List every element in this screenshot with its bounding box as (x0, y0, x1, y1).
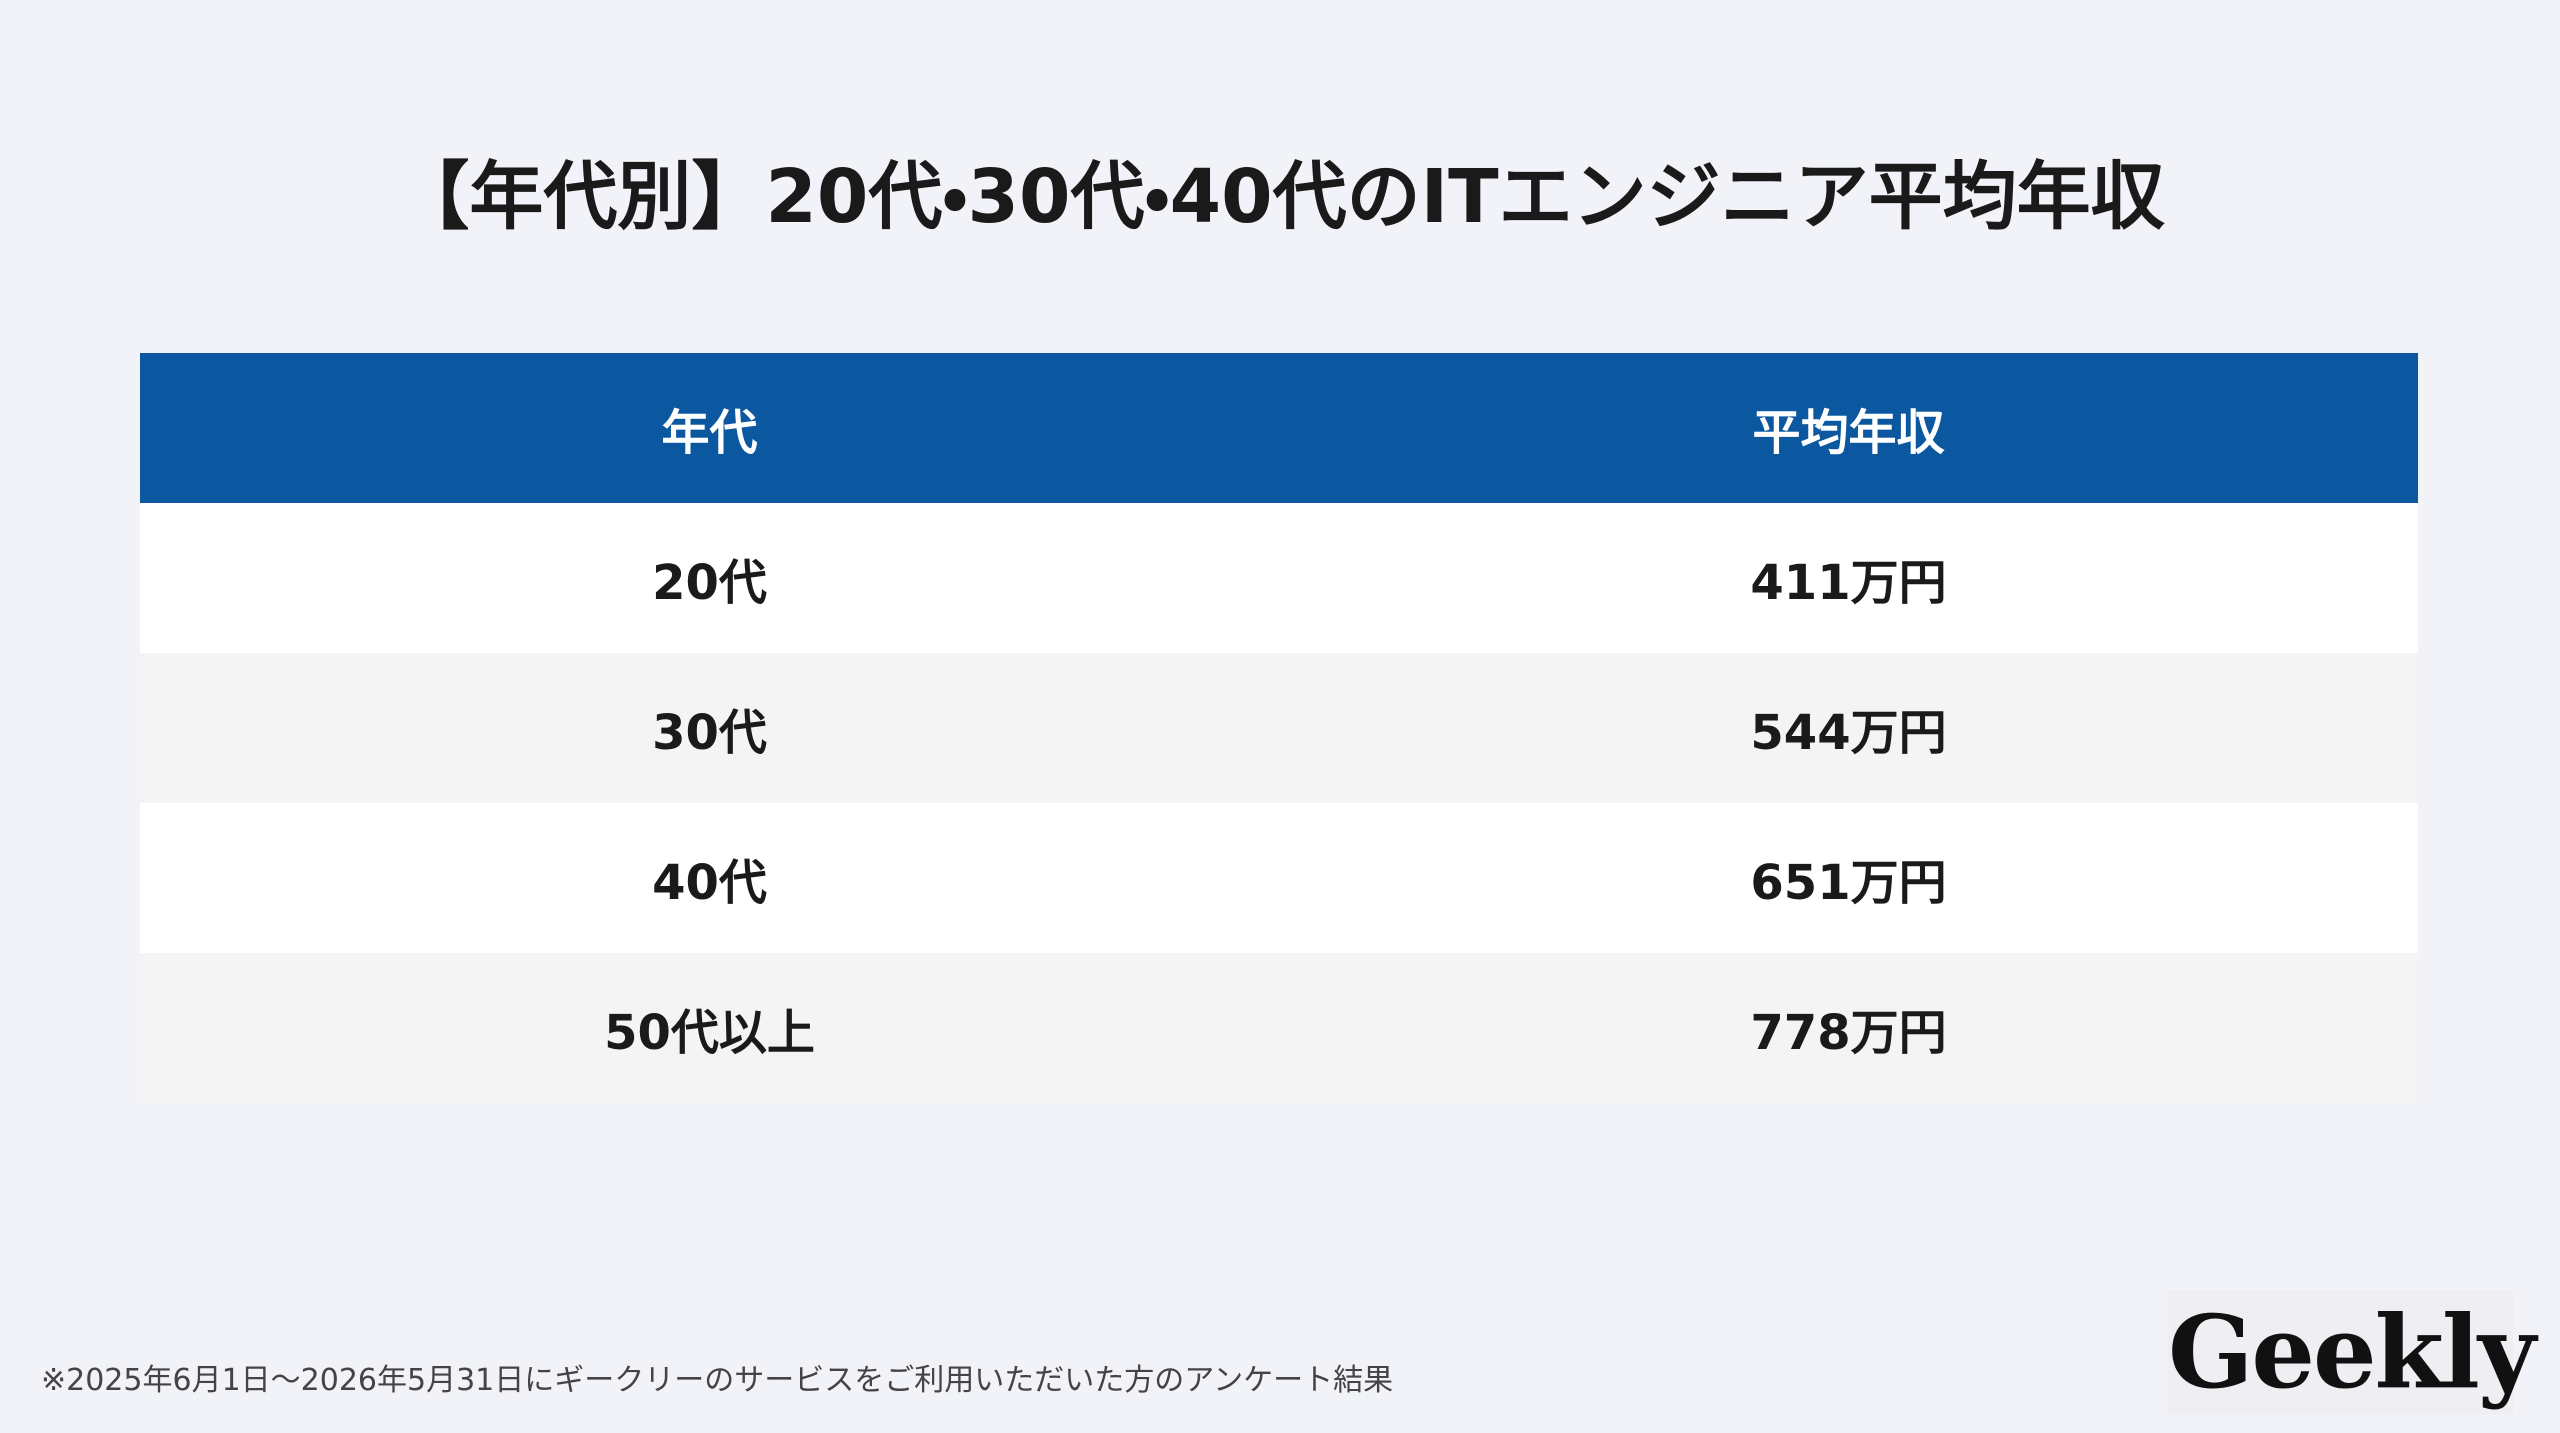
income-table: 年代 平均年収 20代 411万円 30代 544万円 40代 651万円 50代以上 778… (140, 353, 2418, 1103)
footnote: ※2025年6月1日〜2026年5月31日にギークリーのサービスをご利用いただい… (41, 1363, 1394, 1398)
income-cell: 411万円 (1279, 503, 2418, 653)
table-row: 20代 411万円 (140, 503, 2418, 653)
column-header: 年代 (140, 353, 1279, 503)
age-cell: 50代以上 (140, 953, 1279, 1103)
age-cell: 40代 (140, 803, 1279, 953)
income-cell: 651万円 (1279, 803, 2418, 953)
header-row: 年代 平均年収 (140, 353, 2418, 503)
table-row: 50代以上 778万円 (140, 953, 2418, 1103)
table-row: 30代 544万円 (140, 653, 2418, 803)
title: 【年代別】20代・30代・40代のITエンジニア平均年収 (395, 154, 2165, 240)
income-cell: 544万円 (1279, 653, 2418, 803)
table-row: 40代 651万円 (140, 803, 2418, 953)
logo: Geekly (2168, 1290, 2536, 1415)
age-cell: 20代 (140, 503, 1279, 653)
column-header: 平均年収 (1279, 353, 2418, 503)
income-cell: 778万円 (1279, 953, 2418, 1103)
table-body: 20代 411万円 30代 544万円 40代 651万円 50代以上 778万円 (140, 503, 2418, 1103)
age-cell: 30代 (140, 653, 1279, 803)
